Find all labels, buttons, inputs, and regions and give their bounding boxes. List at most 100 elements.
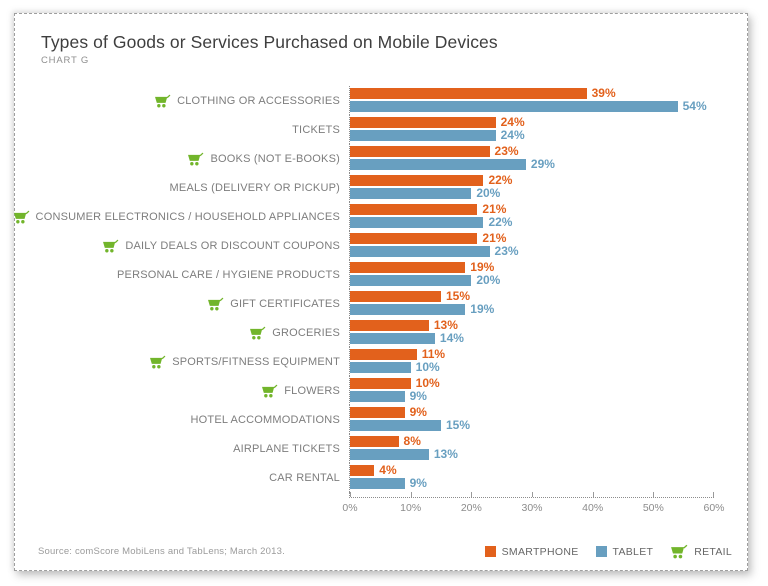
category-label-text: PERSONAL CARE / HYGIENE PRODUCTS [117,268,340,281]
smartphone-bar [350,407,405,418]
smartphone-bar-row: 15% [350,289,714,303]
tablet-bar [350,246,490,257]
tablet-bar-row: 29% [350,158,714,170]
smartphone-swatch-icon [484,546,496,557]
tablet-value-label: 9% [409,389,427,403]
axis-tick-label: 40% [582,502,604,514]
legend-item-retail: RETAIL [670,544,732,559]
smartphone-bar [350,349,417,360]
category-label-text: CLOTHING OR ACCESSORIES [177,94,340,107]
axis-tick [532,492,533,497]
tablet-bar-row: 10% [350,360,714,374]
smartphone-bar [350,436,399,447]
bar-group: 13% 14% [349,318,714,347]
smartphone-bar-row: 9% [350,405,714,419]
bar-group: 22% 20% [349,173,714,202]
tablet-value-label: 10% [415,360,440,374]
tablet-value-label: 24% [500,128,525,142]
category-label-text: GROCERIES [272,326,340,339]
smartphone-bar [350,117,496,128]
axis-tick-label: 0% [342,502,358,514]
tablet-bar [350,130,496,141]
bar-chart: CLOTHING OR ACCESSORIES 39% 54% TICKETS … [41,86,725,514]
tablet-bar-row: 13% [350,448,714,460]
smartphone-value-label: 9% [409,405,427,419]
smartphone-bar-row: 11% [350,347,714,361]
legend: SMARTPHONE TABLET RETAIL [484,544,732,559]
category-label: CLOTHING OR ACCESSORIES [41,86,349,115]
category-label-text: TICKETS [292,123,340,136]
bar-group: 4% 9% [349,463,714,492]
bar-group: 9% 15% [349,405,714,434]
tablet-bar [350,101,678,112]
axis-tick [653,492,655,497]
axis-tick-label: 50% [642,502,664,514]
smartphone-bar [350,175,484,186]
chart-row: HOTEL ACCOMMODATIONS 9% 15% [41,405,714,434]
smartphone-bar [350,320,429,331]
category-label: TICKETS [41,115,349,144]
bar-group: 15% 19% [349,289,714,318]
tablet-value-label: 15% [446,418,471,432]
tablet-value-label: 20% [476,273,501,287]
tablet-bar-row: 22% [350,215,714,229]
smartphone-bar [350,204,478,215]
tablet-value-label: 23% [494,244,519,258]
legend-label-retail: RETAIL [694,545,732,558]
shopping-cart-icon [102,239,119,253]
tablet-bar [350,391,405,402]
tablet-bar [350,159,526,170]
smartphone-bar [350,291,441,302]
category-label: MEALS (DELIVERY OR PICKUP) [41,173,349,202]
smartphone-bar-row: 39% [350,87,714,99]
smartphone-bar [350,465,375,476]
smartphone-value-label: 15% [446,289,471,303]
smartphone-bar-row: 23% [350,145,714,157]
smartphone-value-label: 24% [500,115,525,129]
chart-header: Types of Goods or Services Purchased on … [41,32,498,66]
shopping-cart-icon [249,326,266,340]
bar-group: 23% 29% [349,144,714,173]
tablet-bar-row: 15% [350,418,714,432]
chart-row: BOOKS (NOT E-BOOKS) 23% 29% [41,144,714,173]
smartphone-value-label: 4% [379,463,397,477]
bar-group: 21% 22% [349,202,714,231]
bar-group: 11% 10% [349,347,714,376]
tablet-bar [350,217,484,228]
tablet-bar [350,420,441,431]
category-label-text: FLOWERS [284,384,340,397]
axis-tick-label: 20% [460,502,482,514]
smartphone-bar-row: 22% [350,174,714,186]
legend-item-smartphone: SMARTPHONE [484,546,579,558]
shopping-cart-icon [187,152,204,166]
tablet-bar-row: 23% [350,244,714,258]
smartphone-value-label: 19% [470,260,495,274]
chart-row: GROCERIES 13% 14% [41,318,714,347]
smartphone-bar-row: 21% [350,232,714,244]
chart-row: GIFT CERTIFICATES 15% 19% [41,289,714,318]
smartphone-value-label: 11% [421,347,446,361]
bar-group: 24% 24% [349,115,714,144]
axis-tick [410,492,412,497]
chart-card: Types of Goods or Services Purchased on … [14,13,748,571]
category-label: DAILY DEALS OR DISCOUNT COUPONS [41,231,349,260]
category-label: BOOKS (NOT E-BOOKS) [41,144,349,173]
tablet-bar-row: 54% [350,99,714,113]
bar-group: 8% 13% [349,434,714,463]
category-label: CONSUMER ELECTRONICS / HOUSEHOLD APPLIAN… [41,202,349,231]
shopping-cart-icon [154,94,171,108]
axis-tick [592,492,594,497]
category-label: HOTEL ACCOMMODATIONS [41,405,349,434]
category-label-text: BOOKS (NOT E-BOOKS) [210,152,340,165]
smartphone-value-label: 13% [433,318,458,332]
tablet-value-label: 14% [439,331,464,345]
bar-group: 21% 23% [349,231,714,260]
bar-group: 39% 54% [349,86,714,115]
chart-footer: Source: comScore MobiLens and TabLens; M… [38,544,732,559]
shopping-cart-icon [261,384,278,398]
smartphone-bar-row: 24% [350,115,714,129]
smartphone-bar-row: 19% [350,260,714,274]
tablet-bar [350,362,411,373]
tablet-value-label: 54% [682,99,707,113]
tablet-value-label: 22% [488,215,513,229]
